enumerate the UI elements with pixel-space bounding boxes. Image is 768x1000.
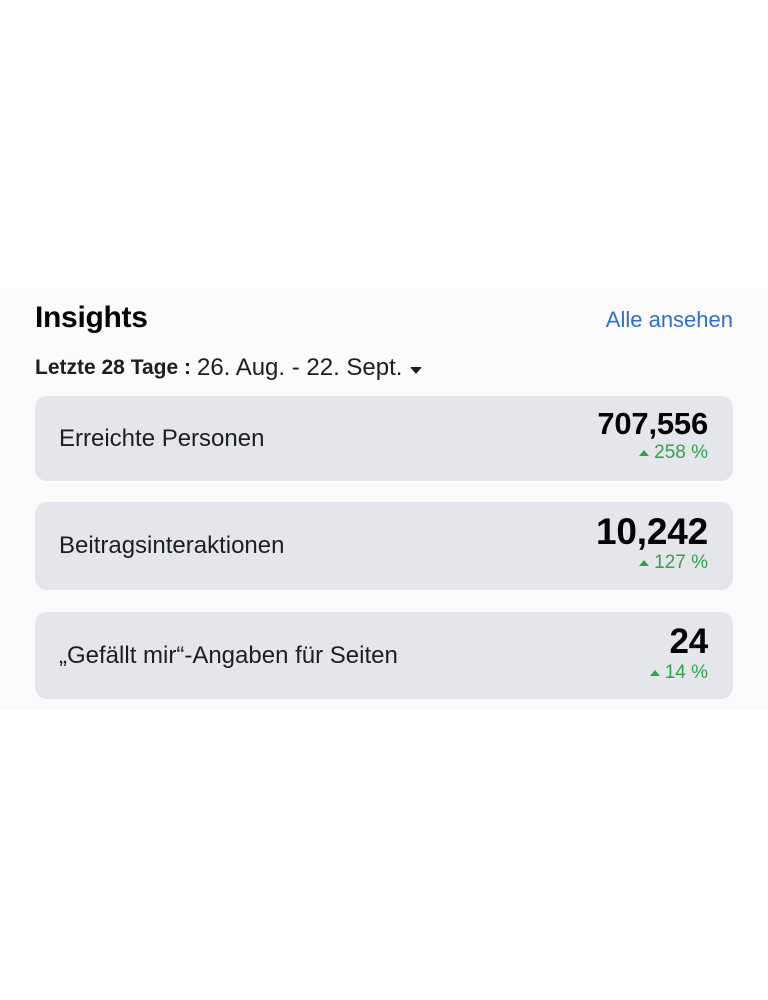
insights-section: Insights Alle ansehen Letzte 28 Tage : 2… (0, 287, 768, 710)
metric-value: 707,556 (597, 406, 708, 441)
up-arrow-icon (639, 450, 650, 456)
metric-values: 24 14 % (649, 622, 708, 684)
metric-card-page-likes[interactable]: „Gefällt mir“-Angaben für Seiten 24 14 % (35, 612, 733, 699)
metric-label: Erreichte Personen (59, 424, 265, 452)
metric-label: Beitragsinteraktionen (59, 532, 285, 559)
metric-values: 10,242 127 % (596, 512, 708, 574)
date-range-label: Letzte 28 Tage : (35, 356, 191, 379)
metric-values: 707,556 258 % (597, 406, 708, 464)
metric-value: 10,242 (596, 511, 708, 552)
metric-change-value: 14 % (664, 662, 708, 683)
up-arrow-icon (649, 670, 660, 676)
metric-change: 127 % (596, 552, 708, 574)
date-range-value: 26. Aug. - 22. Sept. (196, 354, 403, 381)
date-range-selector[interactable]: Letzte 28 Tage : 26. Aug. - 22. Sept. (35, 353, 423, 383)
metric-change: 258 % (597, 442, 708, 464)
metric-label: „Gefällt mir“-Angaben für Seiten (59, 641, 398, 669)
see-all-link[interactable]: Alle ansehen (605, 307, 733, 332)
metric-value: 24 (669, 622, 708, 661)
metric-change: 14 % (649, 662, 708, 684)
metric-change-value: 258 % (654, 442, 708, 463)
metric-card-post-interactions[interactable]: Beitragsinteraktionen 10,242 127 % (35, 502, 733, 590)
up-arrow-icon (639, 560, 650, 566)
section-title: Insights (35, 301, 148, 334)
caret-down-icon (410, 366, 423, 374)
metric-card-reach[interactable]: Erreichte Personen 707,556 258 % (35, 396, 733, 481)
metric-change-value: 127 % (654, 552, 708, 573)
section-header: Insights Alle ansehen (35, 301, 733, 337)
